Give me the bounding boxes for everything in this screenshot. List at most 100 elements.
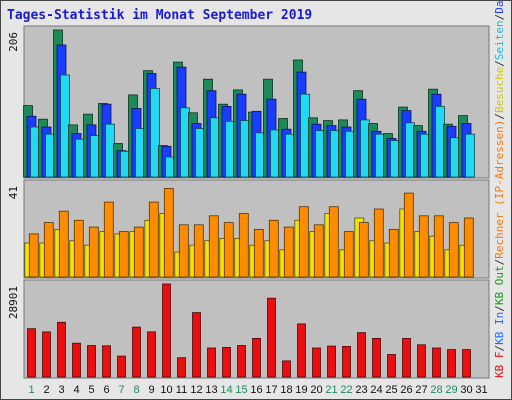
bar-middle-rechner-day-1 (28, 233, 39, 278)
day-label-25: 25 (385, 384, 397, 396)
bar-middle-rechner-day-12 (193, 224, 204, 278)
day-axis-labels: 1 2 3 4 5 6 7 8 9 10 11 12 13 14 15 16 17 18 19 20 21 22 23 24 2… (28, 384, 487, 396)
bar-bottom-kb-day-17 (267, 297, 276, 378)
day-label-12: 12 (190, 384, 202, 396)
bar-bottom-kb-day-5 (87, 345, 96, 378)
legend-item-2: KB In (493, 312, 506, 345)
day-label-7: 7 (118, 384, 124, 396)
bar-middle-rechner-day-23 (358, 222, 369, 278)
day-label-10: 10 (160, 384, 172, 396)
bar-bottom-kb-day-24 (372, 337, 381, 378)
day-label-2: 2 (43, 384, 49, 396)
day-label-21: 21 (325, 384, 337, 396)
bar-middle-rechner-day-17 (268, 219, 279, 278)
legend-item-8: Besuche (493, 67, 506, 113)
day-label-16: 16 (250, 384, 262, 396)
bar-bottom-kb-day-4 (72, 342, 81, 378)
bar-bottom-kb-day-29 (447, 349, 456, 378)
bar-bottom-kb-day-28 (432, 347, 441, 378)
day-label-4: 4 (73, 384, 79, 396)
day-label-5: 5 (88, 384, 94, 396)
bar-bottom-kb-day-2 (42, 331, 51, 378)
bar-bottom-kb-day-25 (387, 354, 396, 378)
bar-bottom-kb-day-27 (417, 344, 426, 378)
legend-item-12: Dateien (493, 0, 506, 14)
legend-item-5: / (493, 259, 506, 266)
bar-bottom-kb-day-8 (132, 326, 141, 378)
bar-bottom-kb-day-19 (297, 323, 306, 378)
bar-middle-rechner-day-19 (298, 206, 309, 278)
bar-top-seiten-day-9 (150, 88, 160, 178)
day-label-6: 6 (103, 384, 109, 396)
panel-max-label: 41 (7, 186, 20, 199)
bar-middle-rechner-day-6 (103, 201, 114, 278)
day-label-22: 22 (340, 384, 352, 396)
day-label-27: 27 (415, 384, 427, 396)
bar-middle-rechner-day-20 (313, 224, 324, 278)
bar-bottom-kb-day-9 (147, 331, 156, 378)
bar-middle-rechner-day-2 (43, 222, 54, 278)
bar-middle-rechner-day-4 (73, 219, 84, 278)
bar-middle-rechner-day-8 (133, 226, 144, 278)
day-label-28: 28 (430, 384, 442, 396)
bar-middle-rechner-day-3 (58, 210, 69, 278)
bar-middle-rechner-day-18 (283, 226, 294, 278)
bar-bottom-kb-day-7 (117, 355, 126, 378)
day-label-18: 18 (280, 384, 292, 396)
day-label-31: 31 (475, 384, 487, 396)
legend-item-7: / (493, 113, 506, 120)
day-label-29: 29 (445, 384, 457, 396)
panel-bottom: 28901 (7, 279, 490, 379)
legend-item-9: / (493, 60, 506, 67)
bar-middle-rechner-day-5 (88, 226, 99, 278)
bar-top-seiten-day-30 (465, 133, 475, 178)
day-label-30: 30 (460, 384, 472, 396)
day-label-26: 26 (400, 384, 412, 396)
panel-middle: 41 (7, 179, 490, 279)
legend-item-6: Rechner (IP-Adressen) (493, 120, 506, 259)
day-label-24: 24 (370, 384, 382, 396)
bar-middle-rechner-day-22 (343, 231, 354, 278)
bar-middle-rechner-day-16 (253, 228, 264, 278)
panel-max-label: 206 (7, 32, 20, 52)
legend-item-1: / (493, 345, 506, 352)
day-label-11: 11 (176, 384, 187, 396)
bar-bottom-kb-day-20 (312, 347, 321, 378)
bar-middle-rechner-day-24 (373, 208, 384, 278)
day-label-19: 19 (295, 384, 307, 396)
bar-middle-rechner-day-9 (148, 201, 159, 278)
bar-middle-rechner-day-14 (223, 222, 234, 278)
legend-item-4: KB Out (493, 265, 506, 305)
bar-middle-rechner-day-10 (163, 188, 174, 278)
bar-bottom-kb-day-22 (342, 345, 351, 378)
day-label-15: 15 (235, 384, 247, 396)
day-label-3: 3 (58, 384, 64, 396)
bar-middle-rechner-day-27 (418, 215, 429, 278)
bar-middle-rechner-day-26 (403, 192, 414, 278)
legend-item-10: Seiten (493, 20, 506, 60)
bar-bottom-kb-day-14 (222, 346, 231, 378)
bar-bottom-kb-day-18 (282, 360, 291, 378)
bar-bottom-kb-day-10 (162, 283, 171, 378)
bar-bottom-kb-day-26 (402, 337, 411, 378)
day-label-20: 20 (310, 384, 322, 396)
bar-middle-rechner-day-29 (448, 222, 459, 278)
legend-text: KB F/KB In/KB Out/Rechner (IP-Adressen)/… (493, 0, 506, 378)
bar-bottom-kb-day-3 (57, 321, 66, 378)
chart-title: Tages-Statistik im Monat September 2019 (7, 8, 312, 23)
bar-bottom-kb-day-6 (102, 345, 111, 378)
bar-middle-rechner-day-15 (238, 213, 249, 278)
bar-bottom-kb-day-1 (27, 328, 36, 378)
day-label-17: 17 (265, 384, 277, 396)
panel-max-label: 28901 (7, 286, 20, 319)
bar-bottom-kb-day-16 (252, 337, 261, 378)
chart-panels: 206 41 28901 (7, 25, 490, 379)
legend-item-11: / (493, 14, 506, 21)
bar-middle-rechner-day-25 (388, 228, 399, 278)
bar-middle-rechner-day-13 (208, 215, 219, 278)
legend-item-0: KB F (493, 352, 506, 379)
bar-bottom-kb-day-11 (177, 357, 186, 378)
bar-bottom-kb-day-12 (192, 312, 201, 378)
chart-legend: KB F/KB In/KB Out/Rechner (IP-Adressen)/… (493, 0, 506, 378)
